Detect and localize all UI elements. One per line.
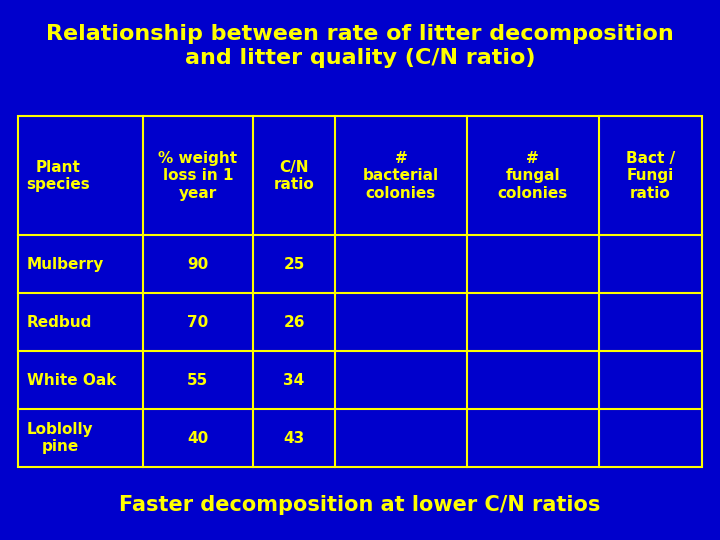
Text: Bact /
Fungi
ratio: Bact / Fungi ratio — [626, 151, 675, 201]
Text: #
fungal
colonies: # fungal colonies — [498, 151, 568, 201]
Text: Plant
species: Plant species — [27, 160, 91, 192]
Text: 55: 55 — [187, 373, 209, 388]
Bar — [18, 116, 702, 467]
Text: #
bacterial
colonies: # bacterial colonies — [363, 151, 439, 201]
Text: Mulberry: Mulberry — [27, 257, 104, 272]
Text: 34: 34 — [284, 373, 305, 388]
Text: Relationship between rate of litter decomposition
and litter quality (C/N ratio): Relationship between rate of litter deco… — [46, 24, 674, 68]
Text: Loblolly
pine: Loblolly pine — [27, 422, 94, 454]
Text: 90: 90 — [187, 257, 209, 272]
Text: C/N
ratio: C/N ratio — [274, 160, 315, 192]
Text: Faster decomposition at lower C/N ratios: Faster decomposition at lower C/N ratios — [120, 495, 600, 515]
Text: 70: 70 — [187, 315, 209, 330]
Text: 26: 26 — [284, 315, 305, 330]
Text: Redbud: Redbud — [27, 315, 92, 330]
Text: 25: 25 — [284, 257, 305, 272]
Text: 40: 40 — [187, 430, 209, 445]
Text: White Oak: White Oak — [27, 373, 116, 388]
Text: % weight
loss in 1
year: % weight loss in 1 year — [158, 151, 238, 201]
Text: 43: 43 — [284, 430, 305, 445]
